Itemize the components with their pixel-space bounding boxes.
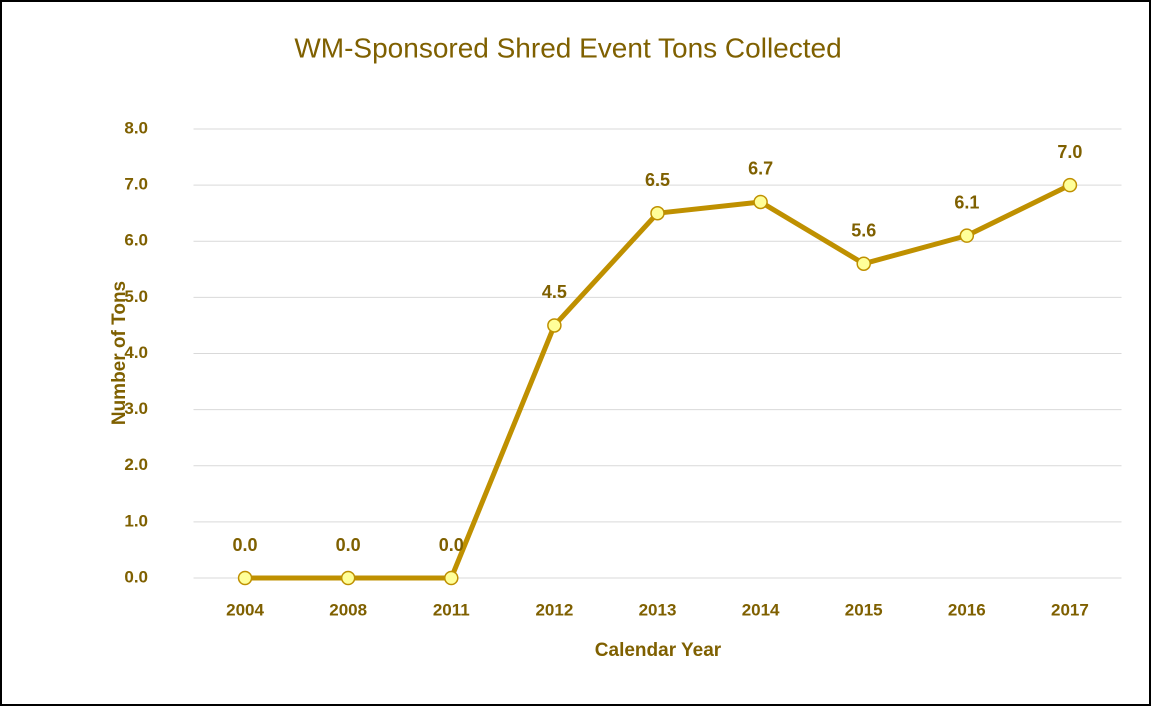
x-tick-label: 2016 [948,600,986,619]
x-tick-label: 2013 [639,600,677,619]
y-tick-label: 1.0 [124,511,148,530]
data-label: 0.0 [439,535,464,555]
y-tick-label: 6.0 [124,231,148,250]
data-label: 0.0 [233,535,258,555]
data-point [959,228,975,243]
x-tick-label: 2017 [1051,600,1089,619]
data-point [340,570,356,586]
x-tick-label: 2014 [742,600,780,619]
y-tick-label: 8.0 [124,118,148,137]
chart-title: WM-Sponsored Shred Event Tons Collected [294,32,841,63]
y-tick-label: 7.0 [124,175,148,194]
data-point [650,205,665,221]
data-label: 6.5 [645,170,670,190]
data-label: 7.0 [1057,142,1082,162]
x-tick-label: 2011 [433,600,470,619]
data-label: 5.6 [851,220,876,240]
data-label: 6.1 [954,192,979,212]
y-tick-label: 5.0 [124,287,148,306]
x-axis-title: Calendar Year [595,640,722,661]
x-tick-label: 2004 [226,600,264,619]
data-point [444,570,459,586]
data-point [547,318,562,333]
data-label: 6.7 [748,159,773,179]
data-label: 0.0 [336,535,361,555]
y-tick-label: 2.0 [124,455,148,474]
y-tick-label: 3.0 [124,399,148,418]
data-point [1062,177,1078,193]
data-label: 4.5 [542,282,567,302]
y-axis-title: Number of Tons [109,281,130,425]
y-tick-label: 0.0 [124,567,148,586]
data-point [856,256,871,271]
x-tick-label: 2008 [329,600,367,619]
y-tick-label: 4.0 [124,343,148,362]
data-point [753,194,768,210]
data-point [237,570,253,586]
x-tick-label: 2012 [535,600,573,619]
x-tick-label: 2015 [845,600,883,619]
